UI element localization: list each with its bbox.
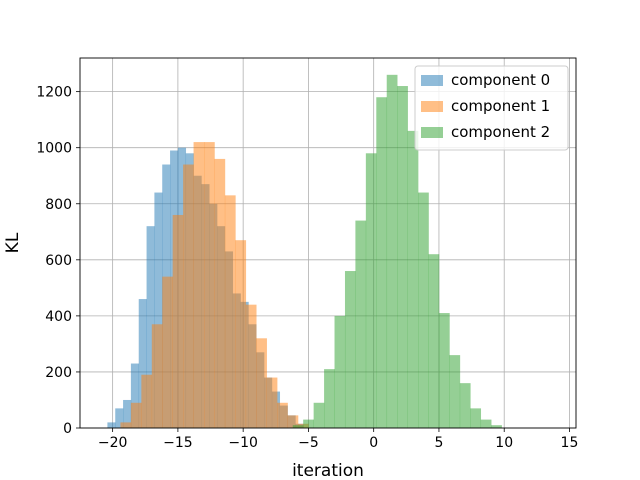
histogram-bar-series-2 <box>376 97 388 428</box>
histogram-bar-series-1 <box>162 276 173 428</box>
y-axis-ticks: 0 200 400 600 800 1000 1200 <box>36 85 80 437</box>
legend-swatch <box>421 75 443 86</box>
x-tick-label: −10 <box>228 435 258 451</box>
histogram-bar-series-0 <box>146 226 155 428</box>
x-tick-label: −5 <box>298 435 319 451</box>
histogram-bar-series-2 <box>438 313 450 428</box>
histogram-bar-series-2 <box>334 315 346 428</box>
histogram-bar-series-1 <box>151 324 163 428</box>
histogram-bar-series-2 <box>470 408 482 428</box>
histogram-bar-series-1 <box>183 164 194 429</box>
y-tick-label: 800 <box>45 197 72 213</box>
x-tick-label: 15 <box>561 435 579 451</box>
histogram-bar-series-2 <box>292 425 304 428</box>
y-tick-label: 1200 <box>36 85 72 101</box>
histogram-bar-series-1 <box>172 214 184 428</box>
histogram-bar-series-2 <box>428 254 440 428</box>
x-axis-label: iteration <box>292 461 364 480</box>
legend-label: component 0 <box>451 71 550 89</box>
histogram-bar-series-2 <box>397 86 408 428</box>
histogram-bar-series-1 <box>193 142 205 428</box>
histogram-bar-series-2 <box>344 271 356 428</box>
histogram-bar-series-0 <box>154 192 163 428</box>
x-tick-label: 5 <box>434 435 443 451</box>
histogram-bar-series-0 <box>115 408 124 428</box>
legend-swatch <box>421 127 443 138</box>
histogram-bar-series-2 <box>480 419 492 428</box>
legend-swatch <box>421 101 443 112</box>
histogram-bar-series-1 <box>224 195 236 428</box>
y-tick-label: 200 <box>45 365 72 381</box>
y-tick-label: 1000 <box>36 141 72 157</box>
histogram-bar-series-2 <box>365 153 377 428</box>
histogram-bar-series-1 <box>120 422 132 428</box>
histogram-bar-series-2 <box>303 419 314 428</box>
y-tick-label: 0 <box>63 421 72 437</box>
y-tick-label: 600 <box>45 253 72 269</box>
histogram-bar-series-1 <box>287 415 299 428</box>
histogram-bar-series-2 <box>407 130 419 428</box>
legend-box <box>414 65 569 151</box>
histogram-bar-series-2 <box>449 355 461 428</box>
histogram-bar-series-1 <box>256 338 267 428</box>
histogram-bar-series-1 <box>277 402 288 428</box>
y-axis-label: KL <box>3 232 23 253</box>
histogram-bars <box>107 74 502 429</box>
histogram-bar-series-2 <box>418 192 429 428</box>
histogram-bar-series-1 <box>235 240 247 428</box>
histogram-bar-series-1 <box>245 304 257 428</box>
histogram-bar-series-2 <box>355 220 367 428</box>
histogram-bar-series-0 <box>107 422 116 428</box>
y-tick-label: 400 <box>45 309 72 325</box>
histogram-bar-series-2 <box>313 402 325 428</box>
x-tick-label: 10 <box>495 435 513 451</box>
histogram-bar-series-1 <box>266 377 278 428</box>
histogram-bar-series-0 <box>138 299 147 428</box>
histogram-bar-series-2 <box>324 369 335 428</box>
histogram-bar-series-0 <box>130 363 140 428</box>
legend-label: component 1 <box>451 97 550 115</box>
x-axis-ticks: −20 −15 −10 −5 0 5 10 15 <box>98 428 579 451</box>
histogram-bar-series-1 <box>130 402 142 428</box>
histogram-bar-series-2 <box>386 74 398 429</box>
histogram-bar-series-2 <box>491 425 502 428</box>
histogram-bar-series-0 <box>123 399 132 428</box>
x-tick-label: 0 <box>369 435 378 451</box>
x-tick-label: −15 <box>163 435 193 451</box>
histogram-bar-series-1 <box>141 374 153 428</box>
histogram-bar-series-1 <box>214 158 226 428</box>
histogram-bar-series-2 <box>459 383 471 428</box>
legend-label: component 2 <box>451 123 550 141</box>
legend: component 0 component 1 component 2 <box>414 65 569 151</box>
x-tick-label: −20 <box>98 435 128 451</box>
histogram-bar-series-1 <box>204 142 215 428</box>
plot-frame <box>79 57 577 429</box>
